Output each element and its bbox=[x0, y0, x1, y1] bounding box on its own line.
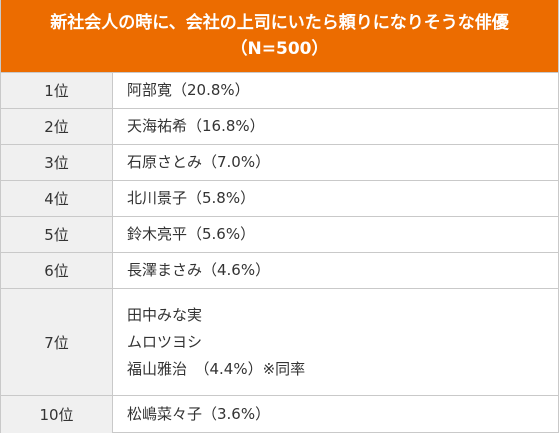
header-title: 新社会人の時に、会社の上司にいたら頼りになりそうな俳優 bbox=[50, 13, 509, 33]
table-header: 新社会人の時に、会社の上司にいたら頼りになりそうな俳優 （N=500） bbox=[1, 0, 558, 72]
table-row-rank-5: 5位 鈴木亮平（5.6%） bbox=[1, 216, 558, 252]
rank-cell: 6位 bbox=[1, 253, 113, 288]
name-cell: 田中みな実 ムロツヨシ 福山雅治 （4.4%）※同率 bbox=[113, 289, 558, 395]
actor-entry: ムロツヨシ bbox=[127, 332, 203, 351]
name-cell: 北川景子（5.8%） bbox=[113, 181, 558, 216]
table-row-rank-7: 7位 田中みな実 ムロツヨシ 福山雅治 （4.4%）※同率 bbox=[1, 288, 558, 395]
actor-entry: 松嶋菜々子（3.6%） bbox=[127, 405, 271, 423]
name-cell: 鈴木亮平（5.6%） bbox=[113, 217, 558, 252]
rank-cell: 5位 bbox=[1, 217, 113, 252]
name-cell: 天海祐希（16.8%） bbox=[113, 109, 558, 144]
actor-entry: 石原さとみ（7.0%） bbox=[127, 153, 271, 171]
table-row-rank-10: 10位 松嶋菜々子（3.6%） bbox=[1, 395, 558, 433]
actor-entry: 鈴木亮平（5.6%） bbox=[127, 225, 256, 243]
actor-entry: 天海祐希（16.8%） bbox=[127, 117, 265, 135]
name-cell: 石原さとみ（7.0%） bbox=[113, 145, 558, 180]
actor-entry: 北川景子（5.8%） bbox=[127, 189, 256, 207]
actor-entry: 福山雅治 （4.4%）※同率 bbox=[127, 359, 306, 378]
rank-cell: 2位 bbox=[1, 109, 113, 144]
header-sample-size: （N=500） bbox=[230, 39, 329, 59]
actor-entry: 長澤まさみ（4.6%） bbox=[127, 261, 271, 279]
table-row-rank-3: 3位 石原さとみ（7.0%） bbox=[1, 144, 558, 180]
rank-cell: 10位 bbox=[1, 396, 113, 433]
table-row-rank-2: 2位 天海祐希（16.8%） bbox=[1, 108, 558, 144]
rank-cell: 1位 bbox=[1, 73, 113, 108]
rank-cell: 7位 bbox=[1, 289, 113, 395]
table-row-rank-4: 4位 北川景子（5.8%） bbox=[1, 180, 558, 216]
rank-cell: 4位 bbox=[1, 181, 113, 216]
name-cell: 長澤まさみ（4.6%） bbox=[113, 253, 558, 288]
table-row-rank-6: 6位 長澤まさみ（4.6%） bbox=[1, 252, 558, 288]
name-cell: 阿部寛（20.8%） bbox=[113, 73, 558, 108]
name-cell: 松嶋菜々子（3.6%） bbox=[113, 396, 558, 433]
actor-entry: 阿部寛（20.8%） bbox=[127, 81, 250, 99]
rank-cell: 3位 bbox=[1, 145, 113, 180]
table-row-rank-1: 1位 阿部寛（20.8%） bbox=[1, 72, 558, 108]
actor-entry: 田中みな実 bbox=[127, 305, 203, 324]
